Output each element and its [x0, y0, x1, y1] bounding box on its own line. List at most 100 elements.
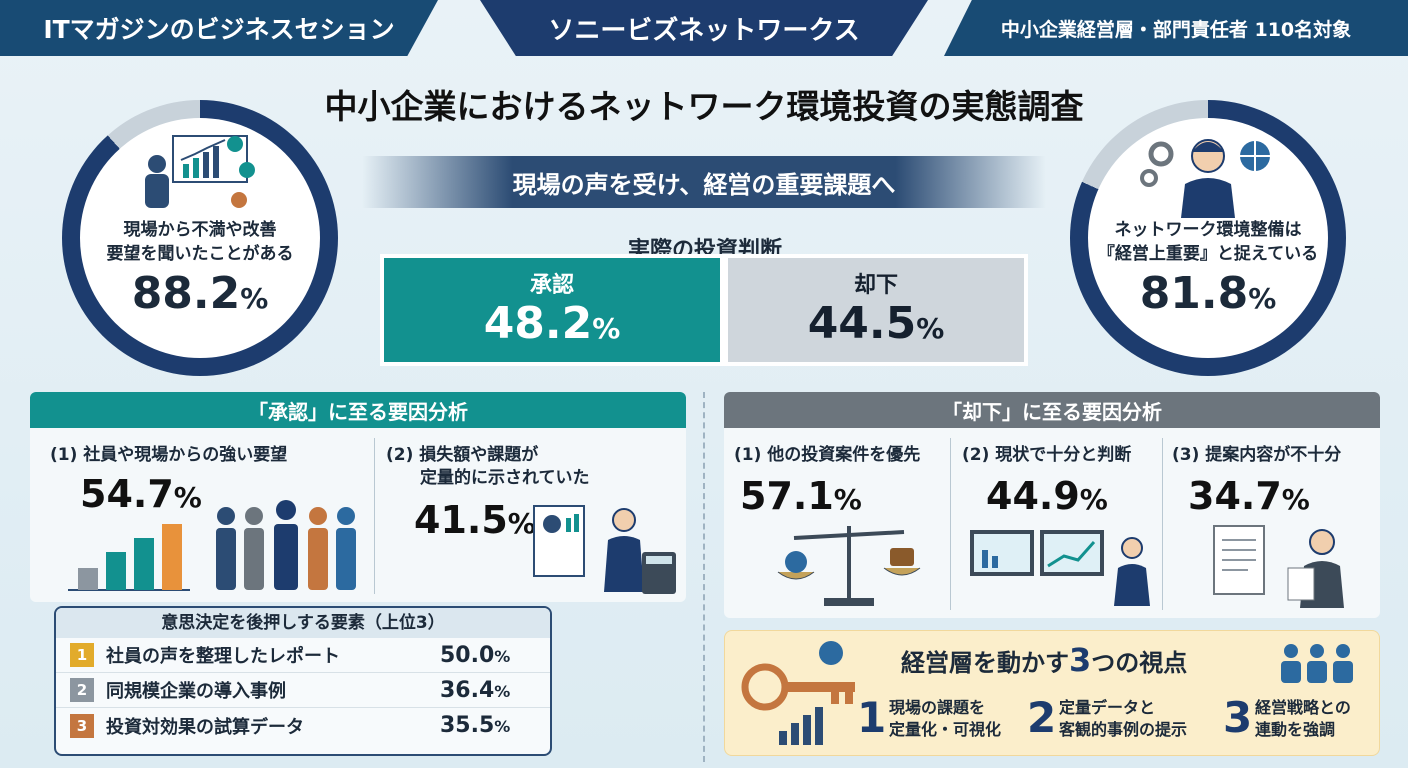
subtitle-banner: 現場の声を受け、経営の重要課題へ — [362, 156, 1046, 208]
left-stat-number: 88.2 — [131, 268, 241, 319]
employees-group-icon — [216, 500, 356, 590]
booster-number-3: 35.5 — [440, 713, 495, 738]
booster-rank-3: 3 — [70, 713, 94, 738]
approve-unit: % — [592, 311, 621, 345]
perspective-3-line1: 経営戦略との — [1255, 698, 1351, 717]
reject-panel-title: 「却下」に至る要因分析 — [942, 399, 1162, 424]
left-stat-value: 88.2% — [132, 268, 269, 319]
approve-factor2-value: 41.5% — [414, 498, 536, 542]
reject-factor1-value: 57.1% — [740, 474, 862, 518]
reject-factor1-label: (1) 他の投資案件を優先 — [734, 445, 921, 465]
approve-factor1-value: 54.7% — [80, 472, 202, 516]
reject-factor2-unit: % — [1079, 483, 1108, 516]
header-left-banner: ITマガジンのビジネスセション — [0, 0, 438, 56]
right-stat-inner: ネットワーク環境整備は 『経営上重要』と捉えている 81.8% — [1088, 118, 1328, 358]
reject-factor3-value: 34.7% — [1188, 474, 1310, 518]
approve-factor2-label-line2: 定量的に示されていた — [420, 468, 590, 488]
approve-factor2-label-line1: (2) 損失額や課題が — [386, 445, 539, 465]
page-title: 中小企業におけるネットワーク環境投資の実態調査 — [324, 87, 1084, 126]
reject-factor2-number: 44.9 — [986, 474, 1080, 518]
header-left-text: ITマガジンのビジネスセション — [43, 15, 395, 44]
approve-number: 48.2 — [483, 297, 593, 349]
presentation-icon — [145, 135, 255, 208]
perspective-num-2: 2 — [1027, 693, 1057, 742]
right-stat-value: 81.8% — [1140, 268, 1277, 319]
approve-factor1-number: 54.7 — [80, 472, 174, 516]
perspective-text-1: 現場の課題を 定量化・可視化 — [889, 697, 1001, 741]
reject-factor1-unit: % — [833, 483, 862, 516]
booster-row: 2 同規模企業の導入事例 36.4% — [56, 673, 550, 708]
monitors-analyst-icon — [970, 530, 1150, 606]
balance-scale-icon — [777, 526, 921, 606]
perspectives-title-b: 3 — [1069, 641, 1092, 679]
header-center-text: ソニービズネットワークス — [548, 15, 860, 46]
right-stat-label-line2: 『経営上重要』と捉えている — [1097, 244, 1319, 264]
reject-factor3-label: (3) 提案内容が不十分 — [1172, 445, 1342, 465]
reject-factor2-value: 44.9% — [986, 474, 1108, 518]
bar-growth-icon — [68, 524, 190, 591]
booster-label-3: 投資対効果の試算データ — [106, 716, 304, 738]
left-stat-unit: % — [240, 282, 269, 315]
perspective-3-line2: 連動を強調 — [1255, 720, 1336, 739]
reject-panel-divider-1 — [950, 438, 951, 610]
booster-row: 3 投資対効果の試算データ 35.5% — [56, 708, 550, 743]
reject-panel-divider-2 — [1162, 438, 1163, 610]
boosters-title: 意思決定を後押しする要素（上位3） — [56, 608, 550, 638]
approve-factors-panel: 「承認」に至る要因分析 (1) 社員や現場からの強い要望 54.7% (2) 損… — [30, 392, 686, 602]
approve-factor2-unit: % — [507, 507, 536, 540]
approve-factor1-label: (1) 社員や現場からの強い要望 — [50, 445, 288, 465]
key-growth-icon — [741, 641, 855, 745]
approve-factor2-label: (2) 損失額や課題が定量的に示されていた — [386, 444, 590, 490]
perspective-num-3: 3 — [1223, 693, 1253, 742]
approve-label: 承認 — [529, 272, 574, 298]
right-stat-label-line1: ネットワーク環境整備は — [1114, 220, 1302, 240]
approve-factor2-number: 41.5 — [414, 498, 508, 542]
left-stat-label-line2: 要望を聞いたことがある — [106, 244, 294, 264]
reject-value: 44.5% — [807, 297, 945, 354]
left-stat-donut: 現場から不満や改善 要望を聞いたことがある 88.2% — [62, 100, 338, 376]
section-divider — [703, 392, 705, 762]
decision-boosters-box: 意思決定を後押しする要素（上位3） 1 社員の声を整理したレポート 50.0% … — [54, 606, 552, 756]
reject-number: 44.5 — [807, 297, 917, 349]
header-right-text: 中小企業経営層・部門責任者 110名対象 — [1000, 18, 1352, 41]
booster-unit-3: % — [494, 717, 511, 736]
reject-factor3-unit: % — [1281, 483, 1310, 516]
perspectives-title-a: 経営層を動かす — [901, 649, 1069, 677]
perspective-num-1: 1 — [857, 693, 887, 742]
reject-panel-header: 「却下」に至る要因分析 — [724, 392, 1380, 428]
booster-unit-1: % — [494, 646, 511, 666]
approve-panel-divider — [374, 438, 375, 594]
header-right-banner: 中小企業経営層・部門責任者 110名対象 — [944, 0, 1408, 56]
booster-rank-2: 2 — [70, 678, 94, 702]
perspective-2-line1: 定量データと — [1059, 698, 1156, 717]
right-stat-unit: % — [1248, 282, 1277, 315]
reject-unit: % — [916, 311, 945, 345]
booster-value-2: 36.4% — [440, 678, 550, 703]
approve-panel-header: 「承認」に至る要因分析 — [30, 392, 686, 428]
right-stat-number: 81.8 — [1139, 268, 1249, 319]
booster-number-1: 50.0 — [440, 642, 495, 668]
reject-factors-panel: 「却下」に至る要因分析 (1) 他の投資案件を優先 57.1% (2) 現状で十… — [724, 392, 1380, 618]
perspective-1-line2: 定量化・可視化 — [889, 720, 1002, 739]
booster-label-2: 同規模企業の導入事例 — [106, 681, 286, 702]
perspective-text-2: 定量データと客観的事例の提示 — [1059, 697, 1187, 741]
booster-value-1: 50.0% — [440, 643, 550, 668]
right-stat-donut: ネットワーク環境整備は 『経営上重要』と捉えている 81.8% — [1070, 100, 1346, 376]
perspective-2-line2: 客観的事例の提示 — [1059, 720, 1188, 739]
header-center-banner: ソニービズネットワークス — [480, 0, 928, 56]
approve-panel-title: 「承認」に至る要因分析 — [248, 399, 468, 424]
thinking-businessman-icon — [1140, 139, 1270, 218]
worried-reader-icon — [1213, 525, 1344, 608]
perspective-1-line1: 現場の課題を — [889, 698, 986, 717]
perspective-text-3: 経営戦略との 連動を強調 — [1255, 697, 1351, 741]
booster-rank-1: 1 — [70, 643, 94, 667]
left-stat-inner: 現場から不満や改善 要望を聞いたことがある 88.2% — [80, 118, 320, 358]
subtitle-text: 現場の声を受け、経営の重要課題へ — [512, 170, 896, 199]
perspectives-title: 経営層を動かす3つの視点 — [901, 641, 1187, 679]
left-stat-label: 現場から不満や改善 要望を聞いたことがある — [107, 218, 294, 266]
reject-factor3-number: 34.7 — [1188, 474, 1282, 518]
perspectives-title-c: つの視点 — [1091, 649, 1188, 677]
booster-number-2: 36.4 — [440, 677, 495, 703]
three-perspectives-box: 経営層を動かす3つの視点 1 現場の課題を 定量化・可視化 2 定量データと 客観的… — [724, 630, 1380, 756]
right-stat-label: ネットワーク環境整備は 『経営上重要』と捉えている — [1098, 218, 1318, 266]
